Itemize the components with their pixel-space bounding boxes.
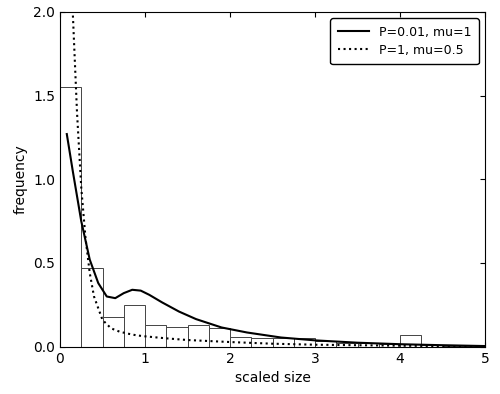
P=0.01, mu=1 (138, 288, 144, 293)
Line: P=1, mu=0.5: P=1, mu=0.5 (61, 0, 485, 346)
Bar (358, 344, 379, 347)
Y-axis label: frequency: frequency (14, 144, 28, 214)
P=0.01, mu=1 (176, 309, 182, 314)
Bar (315, 341, 336, 347)
P=1, mu=0.5 (78, 185, 84, 190)
P=1, mu=0.5 (312, 342, 318, 347)
P=0.01, mu=1 (397, 342, 403, 347)
P=0.01, mu=1 (312, 338, 318, 343)
P=0.01, mu=1 (78, 219, 84, 223)
P=1, mu=0.5 (70, 9, 76, 14)
P=1, mu=0.5 (108, 326, 114, 331)
P=1, mu=0.5 (397, 343, 403, 348)
Bar (272, 338, 294, 347)
Bar (421, 345, 442, 347)
Bar (294, 338, 315, 347)
P=1, mu=0.5 (116, 329, 122, 334)
P=0.01, mu=1 (70, 169, 76, 173)
Legend: P=0.01, mu=1, P=1, mu=0.5: P=0.01, mu=1, P=1, mu=0.5 (330, 18, 479, 64)
P=0.01, mu=1 (104, 294, 110, 299)
Bar (81, 268, 102, 347)
P=1, mu=0.5 (163, 336, 169, 341)
Bar (230, 336, 252, 347)
P=0.01, mu=1 (244, 330, 250, 335)
P=0.01, mu=1 (112, 296, 118, 301)
Bar (145, 325, 166, 347)
P=0.01, mu=1 (278, 335, 284, 340)
P=0.01, mu=1 (64, 132, 70, 136)
P=0.01, mu=1 (95, 281, 101, 285)
P=1, mu=0.5 (125, 331, 131, 336)
P=0.01, mu=1 (121, 291, 127, 296)
P=1, mu=0.5 (87, 271, 93, 275)
P=1, mu=0.5 (74, 110, 80, 115)
P=0.01, mu=1 (482, 344, 488, 348)
P=0.01, mu=1 (193, 317, 199, 322)
P=1, mu=0.5 (82, 236, 88, 240)
Bar (336, 344, 357, 347)
P=1, mu=0.5 (184, 338, 190, 342)
P=1, mu=0.5 (134, 333, 140, 338)
P=1, mu=0.5 (100, 318, 105, 322)
P=1, mu=0.5 (91, 294, 97, 299)
P=0.01, mu=1 (87, 257, 93, 262)
P=1, mu=0.5 (142, 334, 148, 339)
Bar (60, 87, 81, 347)
Bar (442, 346, 464, 347)
P=0.01, mu=1 (159, 300, 165, 305)
Bar (252, 338, 272, 347)
Bar (400, 335, 421, 347)
Bar (188, 325, 209, 347)
P=1, mu=0.5 (227, 340, 233, 344)
P=0.01, mu=1 (129, 288, 135, 292)
Bar (379, 344, 400, 347)
P=0.01, mu=1 (354, 340, 360, 345)
Bar (124, 305, 145, 347)
P=0.01, mu=1 (218, 325, 224, 330)
Bar (166, 327, 188, 347)
Bar (102, 317, 124, 347)
Bar (464, 346, 485, 347)
P=0.01, mu=1 (146, 292, 152, 297)
Line: P=0.01, mu=1: P=0.01, mu=1 (67, 134, 485, 346)
P=1, mu=0.5 (270, 341, 276, 346)
Bar (209, 328, 230, 347)
P=1, mu=0.5 (482, 344, 488, 349)
P=0.01, mu=1 (440, 343, 446, 348)
X-axis label: scaled size: scaled size (234, 371, 310, 385)
